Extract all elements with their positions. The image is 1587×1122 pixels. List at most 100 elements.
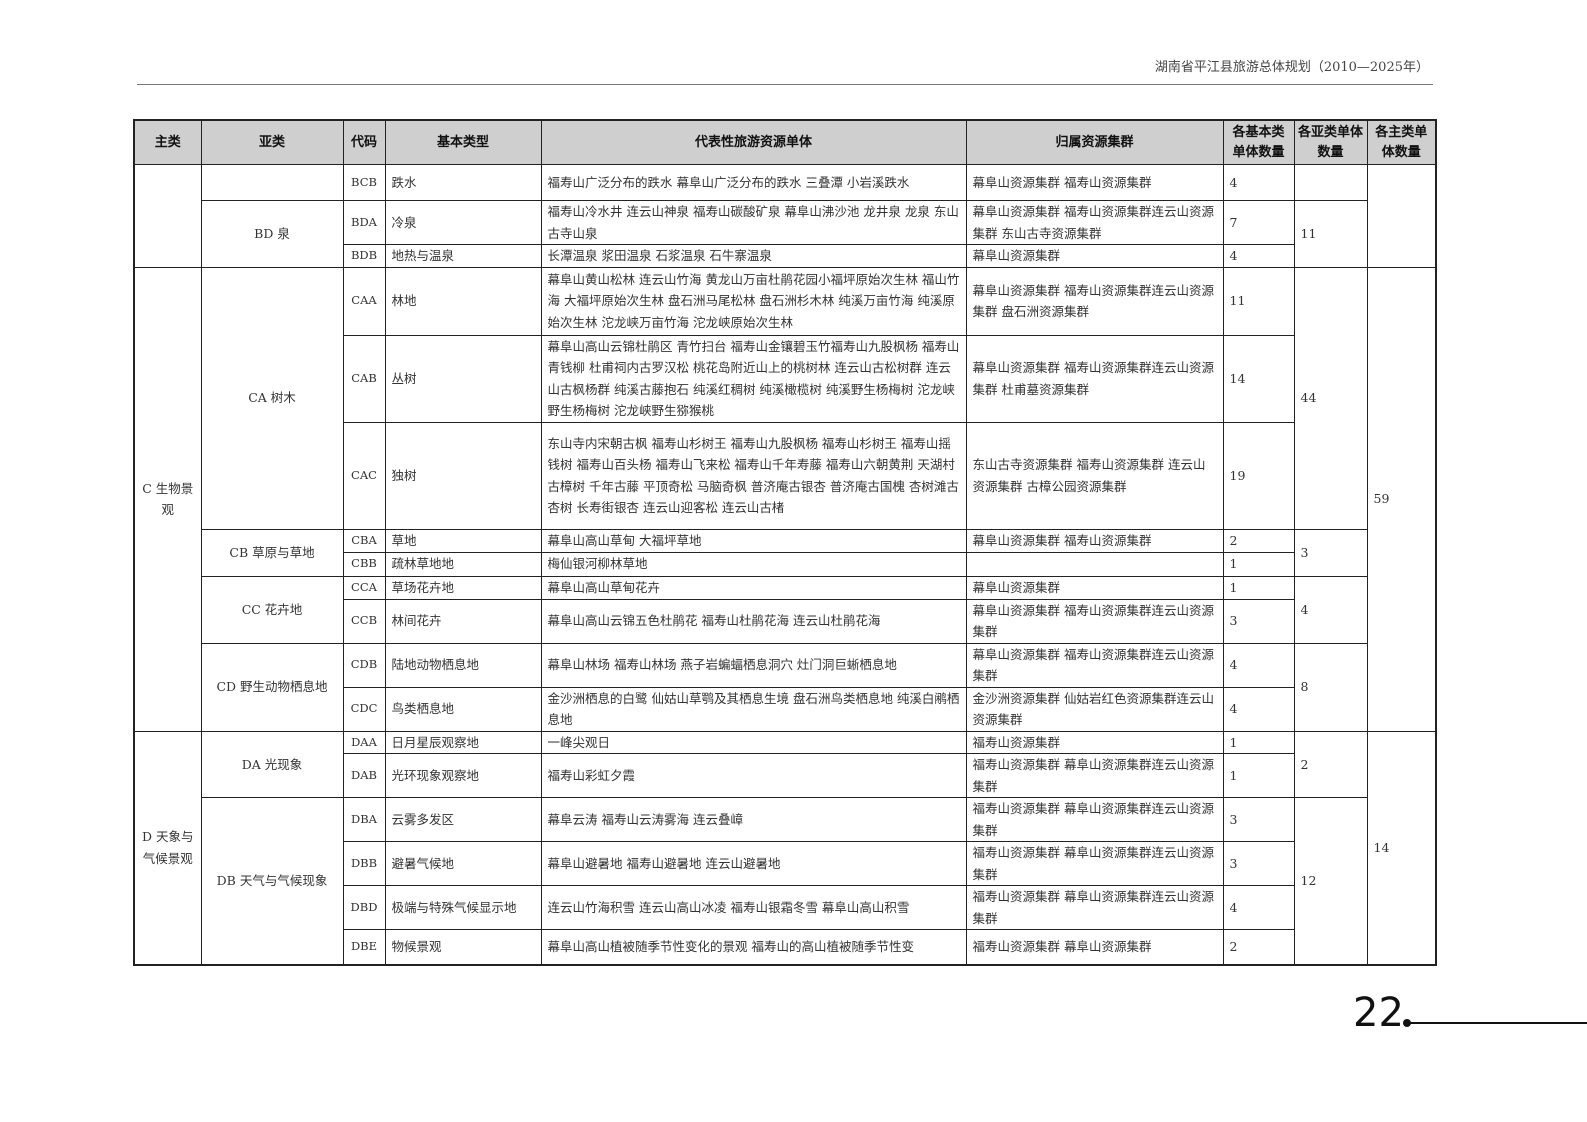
table-row: DBB 避暑气候地 幕阜山避暑地 福寿山避暑地 连云山避暑地 福寿山资源集群 幕阜山资… [134, 841, 1436, 886]
code-cell: DAB [342, 753, 386, 798]
representative-units-cell: 幕阜山高山云锦杜鹃区 青竹扫台 福寿山金镶碧玉竹福寿山九股枫杨 福寿山青钱柳 杜… [540, 334, 967, 423]
code-cell: CDB [342, 642, 386, 688]
column-header: 亚类 [200, 119, 344, 165]
table-row: CAC 独树 东山寺内宋朝古枫 福寿山杉树王 福寿山九股枫杨 福寿山杉树王 福寿山摇… [134, 421, 1436, 530]
resource-cluster-cell: 幕阜山资源集群 福寿山资源集群连云山资源集群 盘石洲资源集群 [965, 266, 1224, 336]
main-class-count-cell: 14 [1366, 730, 1437, 965]
basic-type-cell: 林地 [384, 266, 542, 336]
table-row: DBD 极端与特殊气候显示地 连云山竹海积雪 连云山高山冰凌 福寿山银霜冬雪 幕阜山… [134, 885, 1436, 930]
code-cell: CAA [342, 266, 386, 336]
column-header: 代码 [342, 119, 386, 165]
basic-type-cell: 物候景观 [384, 929, 542, 965]
sub-class-count-cell: 3 [1293, 528, 1368, 577]
representative-units-cell: 幕阜山高山草甸 大福坪草地 [540, 528, 967, 553]
basic-type-count-cell: 4 [1222, 164, 1295, 201]
table-row: DB 天气与气候现象 DBA 云雾多发区 幕阜云涛 福寿山云涛雾海 连云叠嶂 福寿山资源… [134, 797, 1436, 965]
basic-type-count-cell: 3 [1222, 797, 1295, 842]
sub-class-count-cell: 11 [1293, 200, 1368, 268]
column-header: 各主类单体数量 [1366, 119, 1437, 165]
basic-type-count-cell: 1 [1222, 753, 1295, 798]
code-cell: DBD [342, 885, 386, 930]
representative-units-cell: 幕阜山高山植被随季节性变化的景观 福寿山的高山植被随季节性变 [540, 929, 967, 965]
basic-type-cell: 鸟类栖息地 [384, 686, 542, 732]
sub-class-cell: CD 野生动物栖息地 [200, 642, 344, 732]
main-class-count-cell [1366, 164, 1437, 268]
resource-table: 主类 亚类 代码 基本类型 代表性旅游资源单体 归属资源集群 各基本类单体数量 各亚类单体数量… [133, 119, 1437, 966]
basic-type-count-cell: 4 [1222, 885, 1295, 930]
main-class-cell: D 天象与气候景观 [133, 730, 202, 965]
basic-type-cell: 跌水 [384, 164, 542, 201]
code-cell: CCA [342, 575, 386, 600]
table-row: CD 野生动物栖息地 CDB 陆地动物栖息地 幕阜山林场 福寿山林场 燕子岩蝙蝠栖息洞… [134, 642, 1436, 732]
code-cell: CBB [342, 551, 386, 577]
basic-type-count-cell: 1 [1222, 575, 1295, 600]
resource-cluster-cell: 幕阜山资源集群 福寿山资源集群连云山资源集群 [965, 598, 1224, 644]
sub-class-cell [200, 164, 344, 201]
code-cell: DBA [342, 797, 386, 842]
table-row: CBB 疏林草地地 梅仙银河柳林草地 1 [134, 551, 1436, 577]
representative-units-cell: 连云山竹海积雪 连云山高山冰凌 福寿山银霜冬雪 幕阜山高山积雪 [540, 885, 967, 930]
sub-class-count-cell: 4 [1293, 575, 1368, 644]
resource-cluster-cell: 幕阜山资源集群 福寿山资源集群 [965, 528, 1224, 553]
table-row: CB 草原与草地 CBA 草地 幕阜山高山草甸 大福坪草地 幕阜山资源集群 福寿山资源集… [134, 528, 1436, 577]
resource-cluster-cell: 幕阜山资源集群 [965, 575, 1224, 600]
main-class-cell: C 生物景观 [133, 266, 202, 732]
sub-class-cell: BD 泉 [200, 200, 344, 268]
representative-units-cell: 东山寺内宋朝古枫 福寿山杉树王 福寿山九股枫杨 福寿山杉树王 福寿山摇钱树 福寿… [540, 421, 967, 530]
basic-type-count-cell: 2 [1222, 929, 1295, 965]
representative-units-cell: 金沙洲栖息的白鹭 仙姑山草鹗及其栖息生境 盘石洲鸟类栖息地 纯溪白鹇栖息地 [540, 686, 967, 732]
representative-units-cell: 幕阜山黄山松林 连云山竹海 黄龙山万亩杜鹃花园小福坪原始次生林 福山竹海 大福坪… [540, 266, 967, 336]
basic-type-count-cell: 4 [1222, 244, 1295, 268]
code-cell: DBB [342, 841, 386, 886]
basic-type-cell: 冷泉 [384, 200, 542, 245]
code-cell: BCB [342, 164, 386, 201]
code-cell: CDC [342, 686, 386, 732]
resource-cluster-cell: 幕阜山资源集群 福寿山资源集群 [965, 164, 1224, 201]
basic-type-count-cell: 2 [1222, 528, 1295, 553]
main-class-cell [133, 164, 202, 268]
sub-class-cell: DA 光现象 [200, 730, 344, 798]
representative-units-cell: 福寿山冷水井 连云山神泉 福寿山碳酸矿泉 幕阜山沸沙池 龙井泉 龙泉 东山古寺山… [540, 200, 967, 245]
basic-type-count-cell: 3 [1222, 841, 1295, 886]
basic-type-cell: 极端与特殊气候显示地 [384, 885, 542, 930]
code-cell: DBE [342, 929, 386, 965]
basic-type-cell: 地热与温泉 [384, 244, 542, 268]
representative-units-cell: 长潭温泉 浆田温泉 石浆温泉 石牛寨温泉 [540, 244, 967, 268]
header-divider [137, 84, 1433, 85]
resource-cluster-cell: 幕阜山资源集群 福寿山资源集群连云山资源集群 杜甫墓资源集群 [965, 334, 1224, 423]
resource-cluster-cell: 幕阜山资源集群 福寿山资源集群连云山资源集群 [965, 642, 1224, 688]
resource-cluster-cell: 福寿山资源集群 幕阜山资源集群连云山资源集群 [965, 753, 1224, 798]
basic-type-cell: 日月星辰观察地 [384, 730, 542, 754]
sub-class-cell: CA 树木 [200, 266, 344, 530]
sub-class-cell: CC 花卉地 [200, 575, 344, 644]
table-row: C 生物景观 CA 树木 CAA 林地 幕阜山黄山松林 连云山竹海 黄龙山万亩杜鹃花园小… [133, 266, 1437, 732]
code-cell: CBA [342, 528, 386, 553]
resource-cluster-cell: 幕阜山资源集群 [965, 244, 1224, 268]
code-cell: CAC [342, 421, 386, 530]
table-row: BD 泉 BDA 冷泉 福寿山冷水井 连云山神泉 福寿山碳酸矿泉 幕阜山沸沙池 龙井泉… [134, 200, 1436, 268]
table-row: BCB 跌水 福寿山广泛分布的跌水 幕阜山广泛分布的跌水 三叠潭 小岩溪跌水 幕阜山资… [133, 164, 1437, 268]
resource-cluster-cell: 幕阜山资源集群 福寿山资源集群连云山资源集群 东山古寺资源集群 [965, 200, 1224, 245]
table-row: DBE 物候景观 幕阜山高山植被随季节性变化的景观 福寿山的高山植被随季节性变 福寿山… [134, 929, 1436, 965]
basic-type-count-cell: 1 [1222, 551, 1295, 577]
basic-type-cell: 丛树 [384, 334, 542, 423]
page-number-dot [1403, 1019, 1411, 1027]
code-cell: CCB [342, 598, 386, 644]
resource-cluster-cell: 福寿山资源集群 幕阜山资源集群连云山资源集群 [965, 841, 1224, 886]
resource-cluster-cell [965, 551, 1224, 577]
sub-class-cell: CB 草原与草地 [200, 528, 344, 577]
basic-type-count-cell: 3 [1222, 598, 1295, 644]
resource-cluster-cell: 福寿山资源集群 幕阜山资源集群连云山资源集群 [965, 885, 1224, 930]
table-row: CC 花卉地 CCA 草场花卉地 幕阜山高山草甸花卉 幕阜山资源集群 1 4 [134, 575, 1436, 644]
table-row: D 天象与气候景观 DA 光现象 DAA 日月星辰观察地 一峰尖观日 福寿山资源集群 1 2 1… [133, 730, 1437, 965]
basic-type-count-cell: 11 [1222, 266, 1295, 336]
code-cell: DAA [342, 730, 386, 754]
basic-type-count-cell: 4 [1222, 642, 1295, 688]
code-cell: BDB [342, 244, 386, 268]
basic-type-cell: 草地 [384, 528, 542, 553]
sub-class-count-cell: 8 [1293, 642, 1368, 732]
column-header: 主类 [133, 119, 202, 165]
resource-cluster-cell: 东山古寺资源集群 福寿山资源集群 连云山资源集群 古樟公园资源集群 [965, 421, 1224, 530]
basic-type-cell: 独树 [384, 421, 542, 530]
basic-type-count-cell: 4 [1222, 686, 1295, 732]
